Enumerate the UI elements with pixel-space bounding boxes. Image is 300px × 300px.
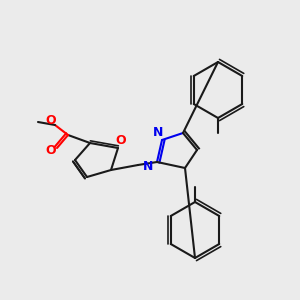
Text: O: O [116, 134, 126, 148]
Text: O: O [46, 113, 56, 127]
Text: O: O [46, 143, 56, 157]
Text: N: N [143, 160, 153, 172]
Text: N: N [153, 127, 163, 140]
